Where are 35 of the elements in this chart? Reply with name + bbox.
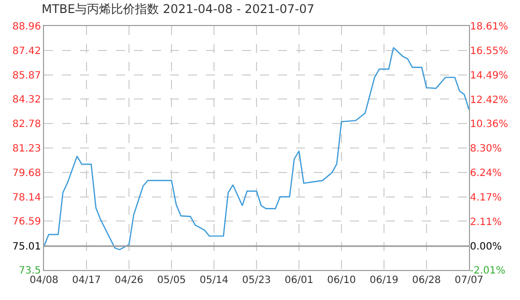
y-tick-label: 75.01 (12, 242, 41, 253)
x-tick-label: 05/14 (200, 275, 228, 286)
y-tick-label: 79.68 (12, 168, 41, 179)
y-tick-label: 85.87 (12, 70, 41, 82)
y2-tick-label: 16.55% (470, 46, 508, 57)
y2-tick-label: 0.00% (470, 242, 502, 253)
y-tick-label: 87.42 (12, 46, 41, 57)
y2-tick-label: 14.49% (470, 70, 508, 82)
y2-tick-label: 10.36% (470, 119, 508, 130)
y2-tick-label: 4.17% (470, 192, 502, 204)
y-tick-label: 84.32 (12, 94, 41, 106)
y2-tick-label: 6.24% (470, 168, 502, 179)
x-tick-label: 06/19 (370, 275, 398, 286)
y2-tick-label: 18.61% (470, 22, 508, 32)
chart-title: MTBE与丙烯比价指数 2021-04-08 - 2021-07-07 (42, 2, 314, 16)
y2-tick-label: 8.30% (470, 144, 502, 154)
x-tick-label: 04/26 (114, 275, 144, 286)
y-tick-label: 82.78 (12, 119, 41, 130)
y-tick-label: 76.59 (12, 216, 41, 228)
y2-tick-label: 2.11% (470, 216, 502, 228)
x-tick-label: 06/28 (412, 275, 441, 286)
x-tick-label: 04/17 (72, 275, 101, 286)
y-tick-label: 81.23 (12, 144, 41, 154)
x-tick-label: 06/01 (284, 275, 314, 286)
y2-tick-label: -2.01% (470, 266, 506, 276)
x-tick-label: 05/05 (157, 275, 186, 286)
x-tick-label: 05/23 (242, 275, 271, 286)
y-tick-label: 78.14 (12, 192, 41, 204)
y-tick-label: 73.5 (18, 266, 41, 276)
x-tick-label: 07/07 (454, 275, 484, 286)
y-tick-label: 88.96 (12, 22, 41, 32)
x-tick-label: 04/08 (30, 275, 58, 286)
line-series (44, 47, 469, 250)
x-tick-label: 06/10 (327, 275, 356, 286)
y2-tick-label: 12.42% (470, 94, 508, 106)
